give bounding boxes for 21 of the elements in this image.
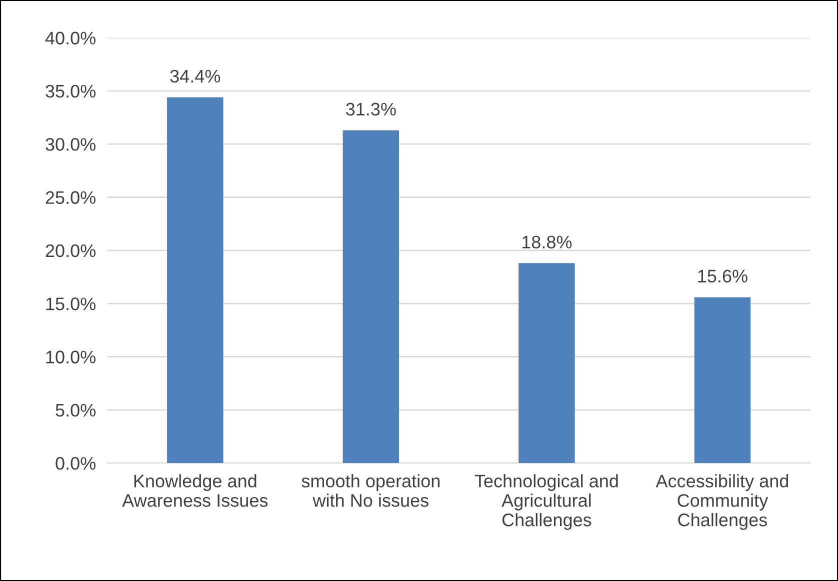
y-tick-label: 25.0% bbox=[46, 191, 96, 204]
bar bbox=[518, 263, 575, 464]
y-tick-label: 40.0% bbox=[45, 32, 96, 44]
bar bbox=[167, 97, 224, 464]
bar bbox=[342, 130, 400, 464]
data-label: 34.4% bbox=[170, 70, 220, 83]
y-tick-label: 15.0% bbox=[46, 298, 96, 310]
y-tick-label: 35.0% bbox=[46, 84, 96, 98]
data-label: 31.3% bbox=[346, 102, 396, 116]
y-tick-label: 10.0% bbox=[46, 350, 96, 364]
x-tick-label: Technological and Agricultural Challenges bbox=[474, 474, 618, 530]
x-tick-label: Knowledge and Awareness Issues bbox=[122, 474, 268, 507]
data-label: 18.8% bbox=[522, 236, 572, 248]
y-tick-label: 5.0% bbox=[56, 404, 96, 417]
bar bbox=[694, 297, 751, 464]
x-tick-label: Accessibility and Community Challenges bbox=[656, 474, 788, 530]
x-tick-label: smooth operation with No issues bbox=[302, 474, 440, 507]
y-tick-label: 20.0% bbox=[46, 244, 96, 258]
y-tick-label: 0.0% bbox=[56, 456, 96, 470]
data-label: 15.6% bbox=[698, 270, 748, 283]
y-tick-label: 30.0% bbox=[46, 138, 96, 151]
